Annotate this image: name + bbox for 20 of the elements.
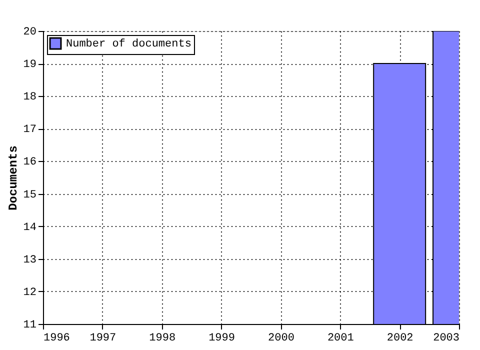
x-tick-label: 2000	[268, 332, 294, 344]
x-tick-label: 1998	[149, 332, 176, 344]
y-tick-label: 14	[23, 222, 37, 234]
y-tick-label: 17	[23, 124, 36, 136]
y-tick-label: 20	[23, 26, 36, 38]
y-tick-label: 18	[23, 92, 36, 104]
y-tick-label: 19	[23, 59, 36, 72]
x-tick-label: 2003	[433, 332, 460, 344]
y-axis-title: Documents	[6, 146, 20, 210]
legend-label: Number of documents	[66, 38, 192, 50]
x-tick-label: 2002	[386, 332, 414, 344]
y-tick-label: 13	[23, 254, 36, 266]
y-tick-label: 15	[23, 189, 36, 202]
x-tick-label: 1996	[44, 332, 70, 344]
x-tick-label: 1999	[208, 332, 235, 344]
y-tick-label: 11	[23, 320, 37, 332]
x-tick-label: 2001	[327, 332, 354, 344]
y-tick-label: 16	[23, 156, 36, 169]
x-tick-label: 1997	[90, 332, 116, 344]
y-tick-label: 12	[23, 286, 36, 299]
